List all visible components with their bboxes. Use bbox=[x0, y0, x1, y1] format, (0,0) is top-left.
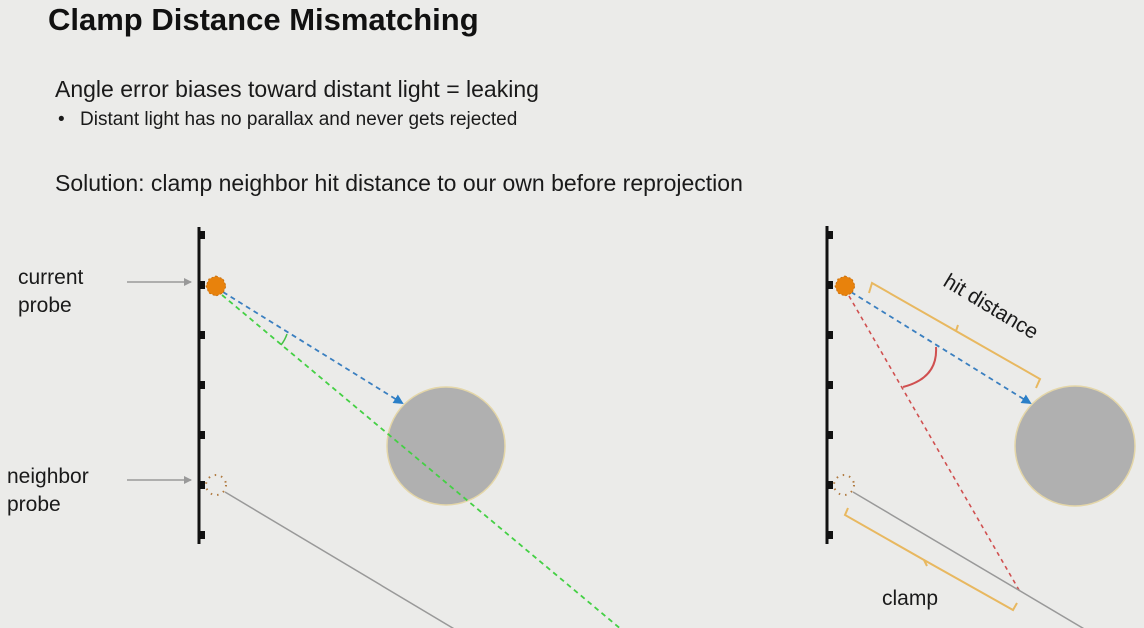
angle-arc-green bbox=[280, 333, 288, 346]
occluder-sphere bbox=[1014, 385, 1136, 507]
current-probe-label-1: current bbox=[18, 266, 84, 289]
current-probe-label-2: probe bbox=[18, 294, 72, 317]
angle-arc-red bbox=[902, 346, 938, 388]
current-probe-icon bbox=[834, 275, 856, 297]
blue-ray-arrow bbox=[850, 291, 1032, 405]
red-reprojected-ray bbox=[848, 295, 1020, 591]
bullet-dot: • bbox=[58, 109, 65, 130]
neighbor-probe-icon bbox=[205, 474, 227, 496]
hit-distance-label: hit distance bbox=[939, 270, 1042, 344]
occluder-sphere bbox=[386, 386, 506, 506]
solution-text: Solution: clamp neighbor hit distance to… bbox=[55, 170, 743, 196]
neighbor-probe-label-1: neighbor bbox=[7, 465, 89, 488]
right-diagram: hit distance clamp bbox=[825, 226, 1136, 628]
clamp-label: clamp bbox=[882, 587, 938, 610]
green-ray bbox=[221, 294, 622, 628]
wall-ticks bbox=[199, 231, 205, 539]
neighbor-ray bbox=[224, 491, 455, 628]
wall-ticks bbox=[827, 231, 833, 539]
neighbor-probe-label-2: probe bbox=[7, 493, 61, 516]
neighbor-probe-icon bbox=[833, 474, 855, 496]
neighbor-ray bbox=[852, 491, 1085, 628]
blue-ray-arrow bbox=[222, 291, 404, 405]
clamp-bracket bbox=[843, 507, 1018, 612]
slide-title: Clamp Distance Mismatching bbox=[48, 2, 479, 37]
bullet-item: • Distant light has no parallax and never… bbox=[58, 109, 517, 131]
current-probe-icon bbox=[205, 275, 227, 297]
bullet-text: Distant light has no parallax and never … bbox=[80, 109, 518, 130]
main-point: Angle error biases toward distant light … bbox=[55, 76, 539, 102]
left-diagram: current probe neighbor probe bbox=[7, 227, 622, 628]
hit-distance-bracket bbox=[868, 281, 1042, 389]
